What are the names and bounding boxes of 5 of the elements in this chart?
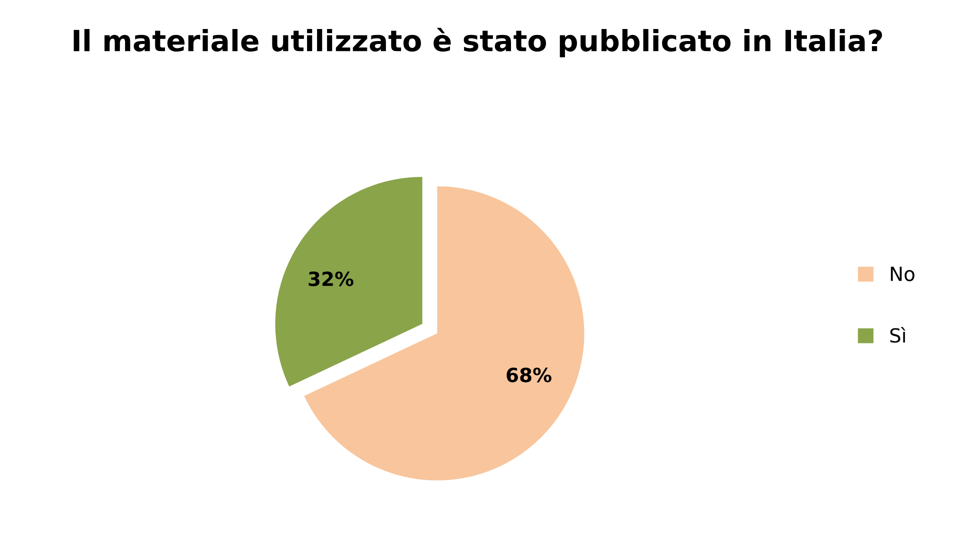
data-label: 32% <box>308 272 354 286</box>
chart-title: Il materiale utilizzato è stato pubblicato in Italia? <box>74 28 882 58</box>
legend-label: No <box>890 266 914 282</box>
data-label: 68% <box>506 368 552 382</box>
legend-label: Sì <box>890 326 906 343</box>
